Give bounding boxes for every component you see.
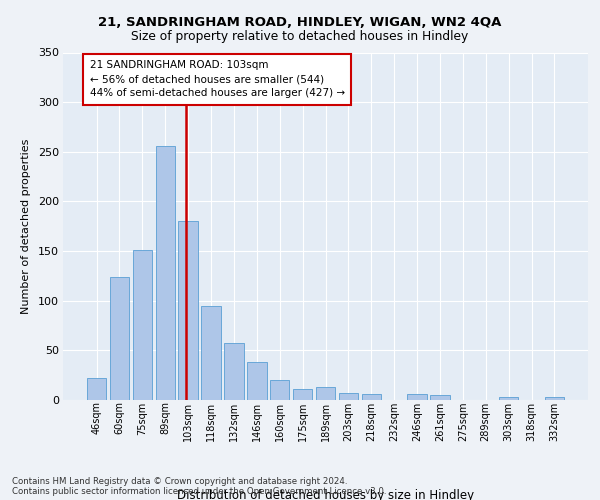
Bar	[270, 380, 289, 400]
Bar	[362, 394, 381, 400]
Bar	[178, 222, 198, 400]
Bar	[224, 344, 244, 400]
Y-axis label: Number of detached properties: Number of detached properties	[21, 138, 31, 314]
Text: 21 SANDRINGHAM ROAD: 103sqm
← 56% of detached houses are smaller (544)
44% of se: 21 SANDRINGHAM ROAD: 103sqm ← 56% of det…	[90, 60, 345, 98]
Bar	[407, 394, 427, 400]
Text: Contains public sector information licensed under the Open Government Licence v3: Contains public sector information licen…	[12, 487, 386, 496]
Text: Size of property relative to detached houses in Hindley: Size of property relative to detached ho…	[131, 30, 469, 43]
Bar	[545, 397, 564, 400]
Bar	[499, 397, 518, 400]
Bar	[293, 389, 313, 400]
Bar	[155, 146, 175, 400]
Bar	[202, 306, 221, 400]
Text: 21, SANDRINGHAM ROAD, HINDLEY, WIGAN, WN2 4QA: 21, SANDRINGHAM ROAD, HINDLEY, WIGAN, WN…	[98, 16, 502, 29]
Bar	[87, 378, 106, 400]
Bar	[430, 395, 449, 400]
Text: Contains HM Land Registry data © Crown copyright and database right 2024.: Contains HM Land Registry data © Crown c…	[12, 477, 347, 486]
Bar	[338, 393, 358, 400]
X-axis label: Distribution of detached houses by size in Hindley: Distribution of detached houses by size …	[177, 490, 474, 500]
Bar	[316, 387, 335, 400]
Bar	[110, 277, 129, 400]
Bar	[247, 362, 266, 400]
Bar	[133, 250, 152, 400]
